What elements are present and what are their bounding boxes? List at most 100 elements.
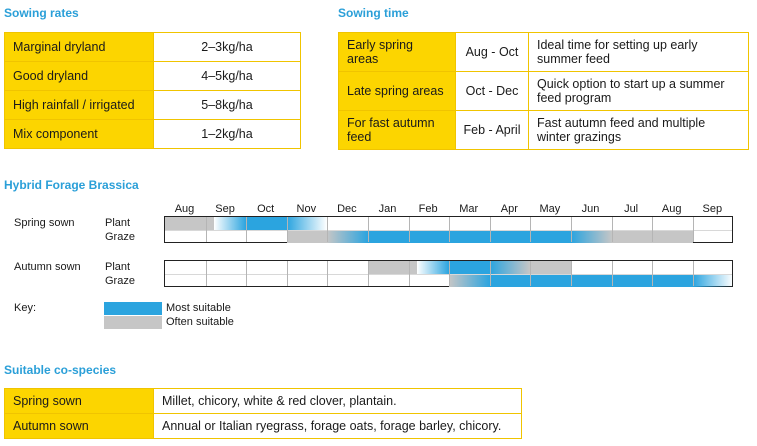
month-label: Apr [500,203,518,215]
month-label: Sep [702,203,723,215]
plant-label: Plant [105,217,131,229]
table-row: High rainfall / irrigated 5–8kg/ha [4,90,301,120]
forage-heading: Hybrid Forage Brassica [4,178,139,192]
month-gridline [246,217,248,242]
rate-value: 5–8kg/ha [153,90,301,120]
month-gridline [571,217,572,242]
month-gridline [611,217,613,242]
month-label: Aug [661,203,682,215]
month-gridline [692,217,694,242]
sowing-time-months: Oct - Dec [455,71,529,111]
month-label: Oct [257,203,275,215]
month-label: Jul [624,203,639,215]
month-gridline [205,261,207,286]
month-label: May [539,203,561,215]
sowing-time-table: Early spring areas Aug - Oct Ideal time … [338,32,749,150]
table-row: Good dryland 4–5kg/ha [4,61,301,91]
month-gridline [327,217,329,242]
month-label: Jun [581,203,600,215]
co-species-label: Autumn sown [4,413,154,439]
rate-label: Good dryland [4,61,154,91]
plant-segment [368,261,417,274]
key-often-label: Often suitable [166,316,234,328]
plant-label: Plant [105,261,131,273]
sowing-rates-heading: Sowing rates [4,6,79,20]
key-often-swatch [104,316,162,329]
month-gridline [327,261,329,286]
plant-segment [416,261,450,274]
co-species-label: Spring sown [4,388,154,414]
month-gridline [611,261,613,286]
sowing-time-note: Quick option to start up a summer feed p… [528,71,749,111]
month-gridline [530,217,532,242]
table-row: Late spring areas Oct - Dec Quick option… [338,71,749,111]
sowing-time-label: Early spring areas [338,32,456,72]
co-species-heading: Suitable co-species [4,363,117,377]
month-gridline [652,261,654,286]
graze-segment [286,230,328,243]
table-row: Mix component 1–2kg/ha [4,119,301,149]
month-gridline [286,261,288,286]
graze-segment [449,274,490,287]
key-title: Key: [14,302,37,314]
plant-segment [246,217,287,230]
row-divider [165,230,732,231]
table-row: Spring sown Millet, chicory, white & red… [4,388,522,414]
month-gridline [368,261,369,286]
table-row: Autumn sown Annual or Italian ryegrass, … [4,413,522,439]
month-label: Jan [378,203,397,215]
month-gridline [286,217,288,242]
co-species-value: Annual or Italian ryegrass, forage oats,… [153,413,522,439]
sowing-time-note: Fast autumn feed and multiple winter gra… [528,110,749,150]
sowing-rates-table: Marginal dryland 2–3kg/ha Good dryland 4… [4,32,301,149]
month-gridline [692,261,694,286]
month-label: Nov [296,203,317,215]
plant-segment [286,217,328,230]
month-gridline [449,261,451,286]
table-row: For fast autumn feed Feb - April Fast au… [338,110,749,150]
month-gridline [408,261,410,286]
month-label: Dec [337,203,357,215]
month-gridline [246,261,248,286]
autumn-sown-label: Autumn sown [14,261,81,273]
co-species-table: Spring sown Millet, chicory, white & red… [4,388,522,439]
month-label: Aug [174,203,195,215]
graze-segment [368,230,571,243]
sowing-time-months: Feb - April [455,110,529,150]
plant-segment [530,261,571,274]
month-gridline [652,217,654,242]
rate-label: Mix component [4,119,154,149]
month-gridline [449,217,451,242]
sowing-time-months: Aug - Oct [455,32,529,72]
rate-label: High rainfall / irrigated [4,90,154,120]
sowing-time-note: Ideal time for setting up early summer f… [528,32,749,72]
month-gridline [368,217,369,242]
graze-segment [571,230,612,243]
plant-segment [489,261,531,274]
month-label: Sep [215,203,235,215]
month-gridline [530,261,532,286]
rate-label: Marginal dryland [4,32,154,62]
month-gridline [489,261,491,286]
table-row: Marginal dryland 2–3kg/ha [4,32,301,62]
sowing-time-heading: Sowing time [338,6,409,20]
row-divider [165,274,732,275]
plant-segment [213,217,247,230]
month-gridline [489,217,491,242]
sowing-time-label: For fast autumn feed [338,110,456,150]
month-gridline [408,217,410,242]
co-species-value: Millet, chicory, white & red clover, pla… [153,388,522,414]
graze-segment [692,274,734,287]
month-gridline [205,217,207,242]
rate-value: 2–3kg/ha [153,32,301,62]
graze-label: Graze [105,275,135,287]
month-label: Feb [418,203,438,215]
graze-label: Graze [105,231,135,243]
rate-value: 1–2kg/ha [153,119,301,149]
month-label: Mar [459,203,479,215]
graze-segment [489,274,693,287]
spring-sown-timeline [164,216,733,243]
sowing-time-label: Late spring areas [338,71,456,111]
key-most-swatch [104,302,162,315]
table-row: Early spring areas Aug - Oct Ideal time … [338,32,749,72]
